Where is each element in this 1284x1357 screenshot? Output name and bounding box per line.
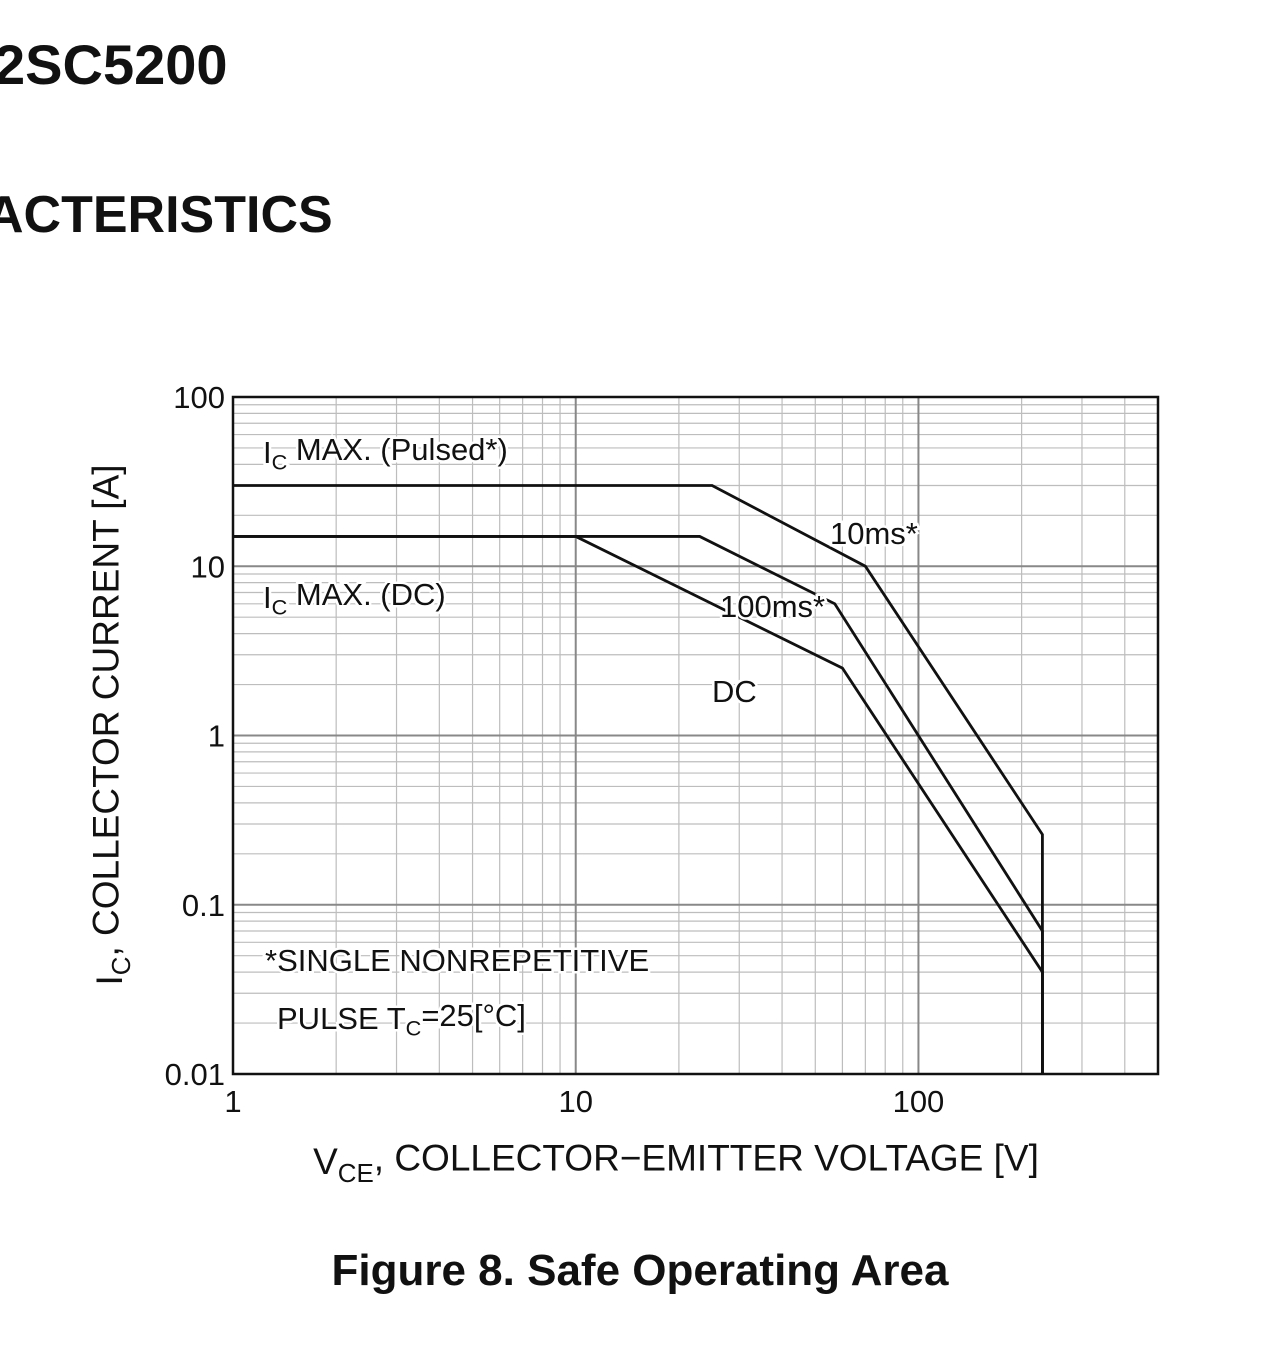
series-label: 100ms* [720,589,825,624]
plot-frame [231,395,1160,1076]
annotation: *SINGLE NONREPETITIVE [265,943,649,978]
part-number: 2SC5200 [0,33,228,96]
x-axis-label-sub: CE [338,1160,374,1188]
annotation-sub: C [272,450,288,475]
x-tick-label: 1 [224,1084,241,1119]
x-axis-label: VCE, COLLECTOR−EMITTER VOLTAGE [V] [313,1138,1039,1188]
annotation-tail: MAX. (DC) [287,577,445,612]
y-axis-label-sub: C [108,957,136,976]
x-axis-label-tail: , COLLECTOR−EMITTER VOLTAGE [V] [374,1138,1039,1179]
y-tick-label: 10 [191,549,225,584]
x-tick-label: 100 [893,1084,945,1119]
annotation: PULSE TC=25[°C] [277,998,526,1040]
x-tick-label: 10 [558,1084,592,1119]
annotation-sub: C [272,595,288,620]
annotation: IC MAX. (DC) [263,577,446,619]
x-axis-label-main: V [313,1141,338,1182]
y-tick-label: 0.1 [182,888,225,923]
annotation: IC MAX. (Pulsed*) [263,432,508,474]
annotation-tail: MAX. (Pulsed*) [287,432,508,467]
annotation-main: *SINGLE NONREPETITIVE [265,943,649,978]
series-label: DC [712,674,757,709]
y-axis-label-tail: , COLLECTOR CURRENT [A] [86,464,127,956]
y-tick-label: 0.01 [165,1057,225,1092]
soa-line [233,535,1044,1074]
section-title: ACTERISTICS [0,186,333,244]
annotation-tail: =25[°C] [421,998,526,1033]
annotation-main: PULSE T [277,1001,406,1036]
y-axis-label: IC, COLLECTOR CURRENT [A] [86,464,136,985]
y-tick-label: 100 [173,380,225,415]
soa-line [233,484,1044,1074]
figure-caption: Figure 8. Safe Operating Area [332,1246,950,1295]
annotation-main: I [263,435,272,470]
y-axis-label-main: I [89,975,130,985]
y-tick-label: 1 [208,719,225,754]
annotation-sub: C [406,1016,422,1041]
series-label: 10ms* [830,516,918,551]
annotation-main: I [263,580,272,615]
